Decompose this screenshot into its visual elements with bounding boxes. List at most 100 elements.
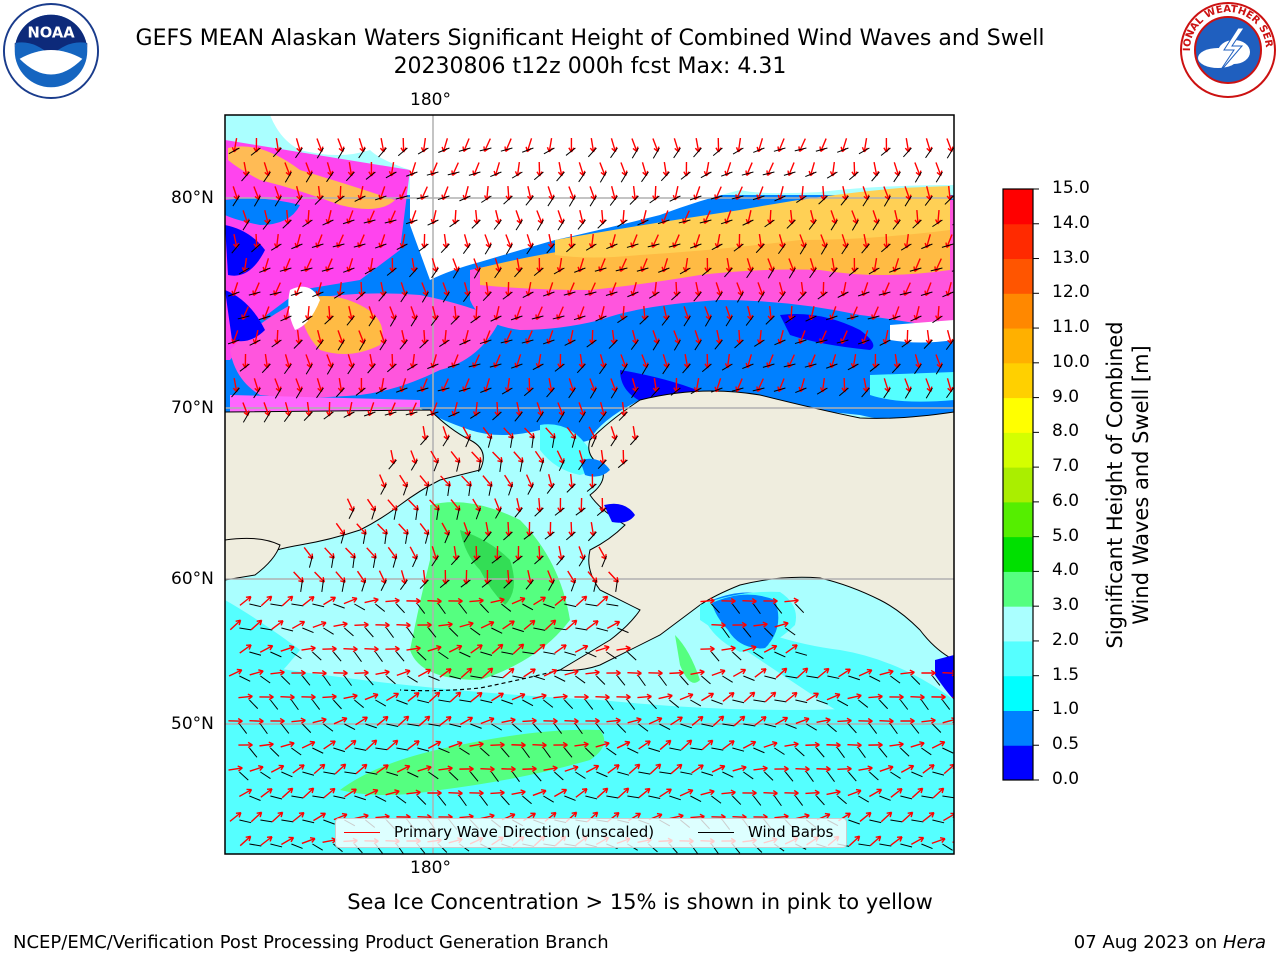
wind-barb	[631, 147, 639, 159]
wave-arrow	[578, 402, 585, 416]
wind-barb	[920, 291, 933, 296]
wind-barb	[365, 675, 374, 686]
wind-barb	[608, 339, 618, 349]
wave-arrow	[841, 234, 848, 248]
wind-barb	[606, 243, 618, 250]
wave-arrow-head	[762, 765, 768, 772]
wave-arrow	[475, 545, 478, 561]
wind-barb	[620, 363, 628, 375]
wave-arrow	[725, 306, 732, 320]
wind-barb	[892, 219, 901, 230]
wind-barb	[488, 483, 492, 496]
wind-barb	[332, 243, 345, 248]
wind-barb	[512, 627, 524, 633]
wave-arrow	[628, 763, 641, 775]
wave-arrow-head	[845, 812, 851, 819]
wave-arrow	[377, 523, 388, 535]
wind-barb	[578, 459, 586, 471]
wave-arrow-head	[854, 835, 861, 842]
wave-arrow-head	[792, 644, 798, 650]
wind-barb	[733, 243, 744, 252]
wave-arrow	[470, 644, 483, 654]
wave-arrow	[805, 791, 820, 795]
wave-arrow	[533, 643, 546, 655]
wind-barb	[500, 339, 513, 344]
wave-arrow	[526, 234, 533, 248]
wind-barb	[470, 627, 481, 636]
wave-arrow-head	[845, 668, 851, 674]
wind-barb	[578, 555, 586, 567]
wave-arrow	[243, 161, 248, 177]
wave-arrow-head	[436, 789, 442, 797]
wind-barb	[631, 387, 639, 399]
wind-barb	[753, 651, 764, 660]
wave-arrow	[847, 789, 862, 797]
wind-barb	[326, 363, 334, 375]
wind-barb	[585, 795, 598, 800]
wave-arrow	[659, 739, 672, 751]
wind-barb	[514, 267, 523, 278]
wave-arrow	[536, 210, 543, 224]
wave-arrow-head	[741, 621, 747, 629]
wave-arrow	[763, 645, 777, 653]
wave-arrow	[427, 741, 441, 749]
wave-arrow-head	[361, 763, 368, 770]
wind-barb	[879, 339, 891, 346]
wind-barb	[724, 267, 733, 278]
wind-barb	[316, 147, 324, 159]
wave-arrow	[914, 162, 921, 176]
wave-arrow	[684, 353, 689, 369]
wind-barb	[522, 651, 535, 655]
wave-arrow-head	[520, 741, 526, 749]
wave-arrow-head	[268, 741, 274, 748]
wave-arrow	[259, 743, 274, 747]
wind-barb	[260, 627, 273, 631]
wind-barb	[554, 507, 565, 516]
wave-arrow-head	[351, 596, 358, 603]
wind-barb	[482, 291, 492, 302]
wave-arrow	[599, 162, 606, 176]
wave-arrow	[450, 499, 461, 511]
wind-barb	[785, 315, 796, 324]
colorbar-segment	[1003, 536, 1033, 572]
wind-barb	[659, 723, 671, 730]
wave-arrow	[863, 233, 868, 249]
wind-barb	[384, 219, 397, 224]
wave-arrow	[333, 717, 348, 725]
wind-barb	[438, 699, 451, 703]
wave-arrow	[396, 765, 411, 773]
wave-arrow	[826, 790, 841, 796]
wind-barb	[617, 675, 626, 686]
wind-barb	[596, 627, 609, 632]
wind-barb	[232, 195, 240, 207]
wave-arrow	[632, 425, 637, 441]
wind-barb	[438, 747, 450, 754]
wave-arrow	[837, 768, 852, 770]
wave-arrow	[291, 620, 305, 630]
wave-arrow-head	[583, 693, 589, 701]
wave-arrow	[859, 812, 872, 822]
wind-barb	[259, 267, 271, 273]
wind-barb	[788, 267, 796, 279]
wind-barb	[627, 651, 637, 661]
wind-barb	[858, 843, 871, 847]
wind-barb	[641, 363, 649, 375]
wind-barb	[889, 267, 901, 273]
wind-barb	[878, 291, 891, 296]
wind-barb	[439, 339, 450, 347]
wave-arrow-head	[956, 267, 961, 272]
wave-arrow	[379, 474, 386, 488]
wind-barb	[526, 243, 534, 255]
wave-arrow-head	[510, 765, 516, 773]
wave-arrow-head	[382, 715, 389, 722]
wave-arrow	[884, 329, 889, 345]
wave-arrow	[937, 209, 940, 225]
wave-arrow	[364, 789, 379, 797]
wind-barb	[409, 267, 418, 278]
wind-barb	[447, 363, 460, 368]
wind-barb	[279, 267, 292, 272]
wind-barb	[374, 243, 387, 249]
map-legend: Primary Wave Direction (unscaled) Wind B…	[335, 818, 847, 848]
wave-arrow	[763, 791, 778, 795]
wave-arrow	[778, 234, 784, 248]
